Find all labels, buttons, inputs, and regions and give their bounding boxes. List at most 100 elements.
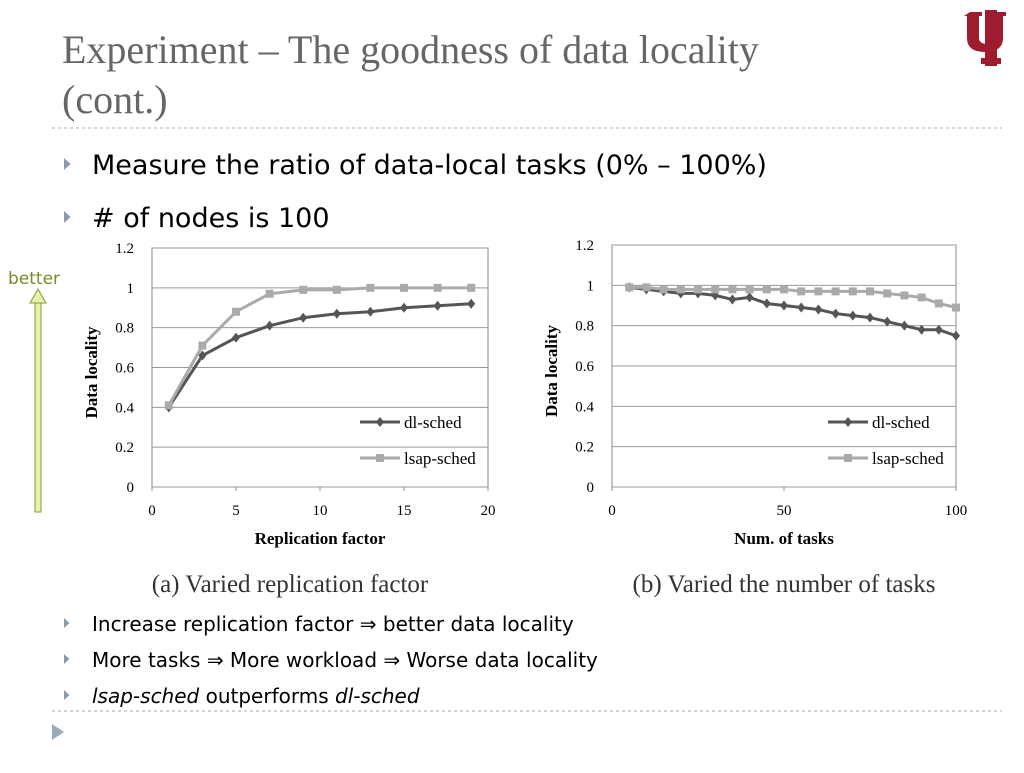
legend-label: lsap-sched [404, 449, 476, 468]
marker [866, 312, 874, 323]
marker [745, 285, 754, 294]
marker [952, 330, 960, 341]
marker [780, 300, 788, 311]
marker [844, 454, 852, 462]
marker [400, 302, 408, 313]
x-tick-label: 15 [397, 503, 412, 519]
marker [265, 320, 274, 331]
bullet-marker [64, 211, 71, 223]
x-tick-label: 100 [945, 503, 968, 519]
title-line: (cont.) [62, 77, 168, 122]
marker [433, 300, 442, 311]
marker [797, 302, 806, 313]
marker [848, 310, 857, 321]
y-tick-label: 1 [127, 281, 135, 297]
marker [198, 350, 207, 361]
marker [164, 401, 173, 410]
bullet-part: More tasks ⇒ More workload ⇒ Worse data … [92, 648, 598, 672]
legend-label: dl-sched [404, 413, 462, 432]
marker [642, 283, 651, 292]
bullet-text: More tasks ⇒ More workload ⇒ Worse data … [92, 648, 598, 672]
marker [952, 303, 960, 312]
marker [831, 308, 840, 319]
x-tick-label: 10 [313, 503, 328, 519]
bullet-text: # of nodes is 100 [92, 203, 330, 234]
x-axis-title: Num. of tasks [734, 529, 834, 548]
y-tick-label: 0.2 [575, 440, 594, 456]
marker [376, 417, 384, 427]
annotation: better [8, 269, 60, 289]
y-tick-label: 0.4 [115, 400, 134, 416]
y-tick-label: 0.8 [575, 319, 594, 335]
x-tick-label: 0 [148, 503, 156, 519]
bullet-marker [64, 158, 71, 170]
marker [400, 283, 408, 292]
bullet-part: dl-sched [335, 684, 420, 708]
marker [900, 320, 909, 331]
legend-label: lsap-sched [872, 449, 944, 468]
marker [728, 285, 737, 294]
bullet-text: Increase replication factor ⇒ better dat… [92, 612, 574, 636]
marker [625, 283, 634, 292]
marker [366, 306, 375, 317]
logo [964, 10, 1006, 66]
marker [780, 285, 788, 294]
marker [814, 287, 823, 296]
marker [762, 285, 771, 294]
y-axis-title: Data locality [542, 324, 561, 417]
marker [659, 285, 668, 294]
marker [232, 332, 240, 343]
marker [866, 287, 874, 296]
marker [745, 292, 754, 303]
marker [376, 454, 384, 462]
series-line [167, 302, 472, 409]
y-tick-label: 0 [587, 480, 595, 496]
marker [917, 324, 926, 335]
y-tick-label: 0.4 [575, 399, 594, 415]
bullet-marker [64, 618, 70, 628]
y-tick-label: 0 [127, 480, 135, 496]
better-arrow [29, 287, 47, 513]
y-tick-label: 0.6 [575, 359, 594, 375]
x-tick-label: 0 [608, 503, 616, 519]
marker [232, 307, 240, 316]
marker [299, 285, 308, 294]
marker [934, 299, 943, 308]
bullet-marker [64, 690, 70, 700]
marker [934, 324, 943, 335]
marker [883, 316, 892, 327]
legend-label: dl-sched [872, 413, 930, 432]
y-tick-label: 1.2 [115, 241, 134, 257]
marker [299, 312, 308, 323]
marker [676, 285, 685, 294]
marker [728, 294, 737, 305]
marker [917, 293, 926, 302]
nav-arrow [52, 724, 64, 740]
bullet-part: lsap-sched [92, 684, 200, 708]
y-tick-label: 0.6 [115, 361, 134, 377]
bullet-marker [64, 654, 70, 664]
marker [332, 285, 341, 294]
marker [900, 291, 909, 300]
series-line [167, 286, 472, 407]
marker [848, 287, 857, 296]
marker [433, 283, 442, 292]
marker [883, 289, 892, 298]
y-tick-label: 1.2 [575, 238, 594, 254]
x-tick-label: 50 [777, 503, 792, 519]
caption: (a) Varied replication factor [152, 571, 429, 598]
bullet-text: lsap-sched outperforms dl-sched [92, 684, 420, 708]
y-tick-label: 0.8 [115, 321, 134, 337]
bullet-part: outperforms [199, 684, 335, 708]
y-tick-label: 1 [587, 278, 595, 294]
marker [467, 298, 476, 309]
marker [694, 285, 702, 294]
marker [797, 287, 806, 296]
bullet-part: Increase replication factor ⇒ better dat… [92, 612, 574, 636]
marker [844, 417, 852, 427]
marker [814, 304, 823, 315]
marker [265, 289, 274, 298]
x-axis-title: Replication factor [255, 529, 386, 548]
